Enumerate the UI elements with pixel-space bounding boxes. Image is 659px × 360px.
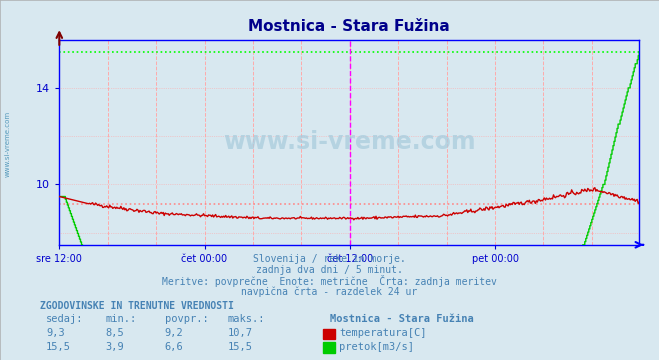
Text: maks.:: maks.: (227, 314, 265, 324)
Text: pretok[m3/s]: pretok[m3/s] (339, 342, 415, 352)
Text: 15,5: 15,5 (227, 342, 252, 352)
Text: www.si-vreme.com: www.si-vreme.com (5, 111, 11, 177)
Text: Mostnica - Stara Fužina: Mostnica - Stara Fužina (330, 314, 473, 324)
Text: temperatura[C]: temperatura[C] (339, 328, 427, 338)
Text: 9,2: 9,2 (165, 328, 183, 338)
Text: 3,9: 3,9 (105, 342, 124, 352)
Text: Slovenija / reke in morje.: Slovenija / reke in morje. (253, 254, 406, 264)
Text: 8,5: 8,5 (105, 328, 124, 338)
Text: www.si-vreme.com: www.si-vreme.com (223, 130, 476, 154)
Text: 9,3: 9,3 (46, 328, 65, 338)
Text: zadnja dva dni / 5 minut.: zadnja dva dni / 5 minut. (256, 265, 403, 275)
Text: ZGODOVINSKE IN TRENUTNE VREDNOSTI: ZGODOVINSKE IN TRENUTNE VREDNOSTI (40, 301, 233, 311)
Text: min.:: min.: (105, 314, 136, 324)
Text: Meritve: povprečne  Enote: metrične  Črta: zadnja meritev: Meritve: povprečne Enote: metrične Črta:… (162, 275, 497, 287)
Text: 10,7: 10,7 (227, 328, 252, 338)
Text: sedaj:: sedaj: (46, 314, 84, 324)
Text: 15,5: 15,5 (46, 342, 71, 352)
Title: Mostnica - Stara Fužina: Mostnica - Stara Fužina (248, 19, 450, 34)
Text: navpična črta - razdelek 24 ur: navpična črta - razdelek 24 ur (241, 286, 418, 297)
Text: povpr.:: povpr.: (165, 314, 208, 324)
Text: 6,6: 6,6 (165, 342, 183, 352)
